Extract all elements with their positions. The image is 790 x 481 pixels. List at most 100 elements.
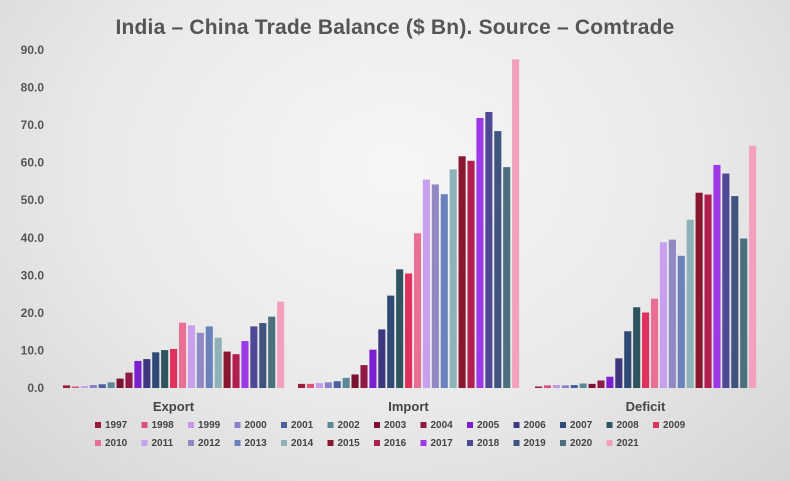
legend-swatch [467,422,473,428]
bar-deficit-2015 [695,192,703,388]
bar-import-2016 [467,160,475,388]
bar-export-2003 [116,378,124,388]
legend-label: 2010 [105,438,128,449]
bar-export-2000 [89,385,97,388]
bar-import-2005 [369,349,377,388]
legend-item-2008: 2008 [606,420,639,431]
legend-swatch [420,440,427,446]
bar-export-2012 [196,332,204,388]
legend-item-1999: 1999 [188,420,221,431]
y-tick-label: 70.0 [21,118,45,132]
x-axis-categories: Export Import Deficit [153,399,666,414]
bar-deficit-2016 [704,194,712,388]
bar-export-1997 [63,385,71,388]
legend-item-2006: 2006 [513,420,546,431]
legend-item-2003: 2003 [374,420,407,431]
bar-export-2009 [170,348,178,388]
bar-deficit-2009 [642,312,650,388]
bar-import-2009 [405,273,413,388]
bar-import-2013 [440,194,448,388]
bar-import-2019 [494,131,502,388]
y-tick-label: 0.0 [27,381,44,395]
bar-import-2015 [458,156,466,388]
legend-item-2016: 2016 [374,438,407,449]
category-label-export: Export [153,399,195,414]
legend-item-2012: 2012 [188,438,221,449]
bar-export-2010 [178,322,187,388]
legend-swatch [327,422,334,428]
bar-export-2001 [98,384,106,388]
bar-deficit-2006 [615,358,623,388]
legend-label: 2011 [152,438,174,449]
legend-item-2009: 2009 [653,420,686,431]
legend-label: 2001 [291,420,314,431]
bar-export-2020 [268,316,276,388]
legend-swatch [420,422,427,428]
bar-deficit-2004 [597,380,605,388]
legend-label: 2019 [524,438,547,449]
legend-item-1998: 1998 [141,420,175,431]
legend-label: 2020 [570,438,593,449]
legend-label: 1999 [198,420,221,431]
legend-swatch [141,422,148,428]
bar-deficit-2017 [713,164,721,388]
bar-deficit-2001 [570,385,578,388]
legend-label: 2021 [617,438,640,449]
legend-swatch [95,422,101,428]
y-tick-label: 40.0 [21,231,45,245]
bar-import-1999 [315,383,323,388]
bar-import-2000 [324,382,332,388]
legend-item-2011: 2011 [141,438,174,449]
legend-swatch [606,422,613,428]
bar-export-2011 [187,325,195,388]
bar-import-2011 [422,179,430,388]
bar-export-1999 [80,386,88,388]
legend-item-2019: 2019 [513,438,547,449]
bar-import-2021 [512,59,520,388]
legend-label: 2016 [384,438,407,449]
legend-item-1997: 1997 [95,420,128,431]
legend-item-2021: 2021 [606,438,640,449]
legend-swatch [513,422,520,428]
y-axis: 0.0 10.0 20.0 30.0 40.0 50.0 60.0 70.0 80.0 90.0 [21,43,45,395]
bar-deficit-2019 [731,196,739,388]
legend-swatch [95,440,101,446]
legend-swatch [141,440,148,446]
legend-label: 2017 [431,438,454,449]
bar-import-1998 [306,383,315,388]
legend-swatch [513,440,520,446]
bar-export-2021 [277,301,285,388]
y-tick-label: 60.0 [21,156,45,170]
legend-label: 1998 [152,420,175,431]
legend-item-2015: 2015 [327,438,360,449]
bar-deficit-2020 [740,238,748,388]
legend-swatch [281,440,287,446]
legend-swatch [653,422,659,428]
legend-swatch [327,440,334,446]
bar-export-2018 [250,326,258,388]
bar-groups [63,59,757,388]
bar-import-2008 [396,269,404,388]
bar-deficit-2011 [659,242,667,388]
bar-import-2003 [351,374,359,388]
bar-export-2002 [107,382,115,388]
legend-item-2018: 2018 [467,438,500,449]
bar-export-2006 [143,359,151,388]
y-tick-label: 20.0 [21,306,45,320]
legend-label: 2003 [384,420,407,431]
bar-export-2004 [125,372,133,388]
legend-swatch [560,440,566,446]
legend-label: 2005 [477,420,500,431]
bar-export-2019 [259,323,267,388]
legend-label: 2013 [245,438,268,449]
legend-swatch [188,440,194,446]
legend-item-2001: 2001 [281,420,314,431]
legend-item-2007: 2007 [560,420,593,431]
category-label-deficit: Deficit [626,399,666,414]
legend-swatch [467,440,473,446]
bar-deficit-2003 [588,383,596,388]
legend-swatch [374,422,380,428]
bar-export-2005 [134,360,142,388]
bar-deficit-2018 [722,173,730,388]
